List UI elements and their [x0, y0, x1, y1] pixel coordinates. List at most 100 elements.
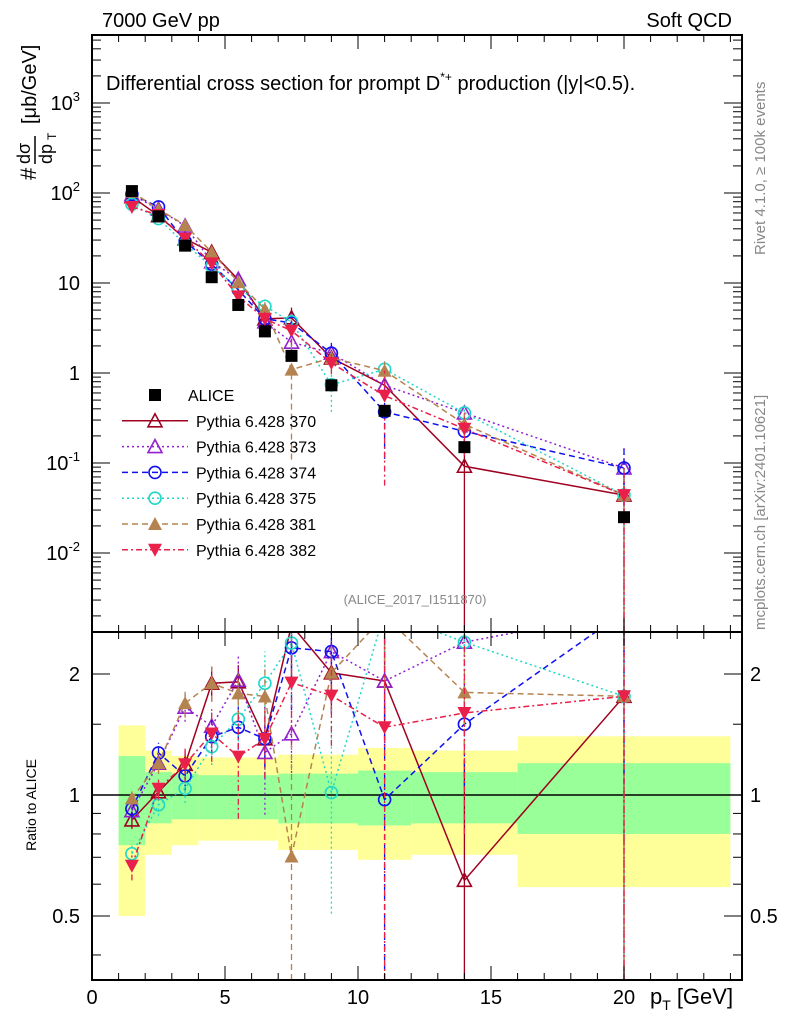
header-category: Soft QCD	[646, 10, 732, 32]
ylabel-hash: #	[16, 167, 41, 180]
series-382-point	[377, 389, 392, 403]
band-stat	[251, 775, 279, 820]
band-stat	[225, 775, 252, 820]
mcplots-label: mcplots.cern.ch [arXiv:2401.10621]	[752, 395, 769, 630]
series-381-ratio-point	[124, 791, 139, 805]
legend-label-374: Pythia 6.428 374	[196, 465, 316, 482]
xlabel-sub: T	[662, 997, 671, 1013]
xlabel-main: p	[650, 984, 662, 1009]
series-370-ratio-point	[123, 811, 141, 827]
alice-data-point	[258, 325, 271, 338]
alice-data-point	[205, 271, 218, 284]
x-tick-label: 5	[219, 987, 230, 1009]
legend-marker-374	[148, 465, 162, 480]
series-373-ratio-point	[229, 671, 247, 688]
ratio-tick-label-right: 0.5	[750, 906, 778, 928]
series-375-ratio-line	[131, 632, 625, 855]
series-382-ratio-point	[617, 690, 631, 704]
alice-data-point	[285, 349, 298, 362]
analysis-tag: (ALICE_2017_I1511870)	[344, 592, 487, 607]
y-tick-exponent: 3	[73, 89, 80, 104]
x-tick-label: 0	[86, 987, 97, 1009]
series-382-point	[204, 257, 219, 271]
legend-label-373: Pythia 6.428 373	[196, 440, 316, 457]
series-381-point	[377, 363, 392, 377]
series-381-point	[231, 275, 246, 289]
title-pre: Differential cross section for prompt D	[106, 73, 440, 95]
series-370-point	[456, 457, 473, 474]
legend-marker-382	[148, 543, 162, 557]
series-381-ratio-point	[284, 849, 299, 863]
y-tick-base: 10	[51, 93, 73, 115]
series-375-ratio-point	[324, 785, 339, 800]
series-382-point	[324, 357, 339, 371]
alice-data-point	[179, 239, 192, 252]
y-tick-label: 1	[69, 363, 80, 385]
y-tick-base: 10	[46, 453, 68, 475]
series-381-line	[131, 191, 625, 496]
y-tick-label: 10-2	[46, 539, 80, 565]
y-tick-exponent: -2	[68, 539, 80, 554]
y-tick-base: 10	[46, 543, 68, 565]
x-tick-label: 20	[613, 987, 635, 1009]
legend: ALICE Pythia 6.428 370 Pythia 6.428 373 Pyt…	[122, 388, 316, 560]
series-382-point	[124, 200, 139, 214]
ylabel-unit: [μb/GeV]	[19, 45, 41, 124]
series-382-ratio-point	[377, 721, 392, 735]
main-panel-frame	[91, 34, 743, 633]
series-381-point	[257, 302, 272, 316]
header-energy: 7000 GeV pp	[102, 10, 220, 32]
ratio-tick-label-left: 0.5	[52, 906, 80, 928]
y-tick-base: 1	[69, 363, 80, 385]
ratio-tick-label-right: 2	[750, 664, 761, 686]
series-382-ratio-point	[178, 758, 193, 772]
series-382-point	[617, 489, 631, 503]
series-381-ratio-point	[231, 686, 246, 700]
legend-marker-381	[148, 517, 162, 530]
series-370-ratio-point	[456, 871, 473, 888]
ratio-y-label: Ratio to ALICE	[23, 759, 39, 851]
main-panel-series	[123, 184, 633, 632]
alice-data-point	[125, 185, 138, 198]
y-tick-label: 10-1	[46, 449, 80, 475]
series-382-line	[131, 206, 625, 496]
legend-marker-370	[146, 412, 164, 428]
y-tick-exponent: -1	[68, 449, 80, 464]
legend-marker-373	[146, 437, 164, 454]
series-382-ratio-point	[284, 676, 299, 690]
y-tick-exponent: 2	[73, 179, 80, 194]
legend-marker-375	[148, 491, 162, 506]
legend-label-alice: ALICE	[188, 388, 234, 405]
legend-label-370: Pythia 6.428 370	[196, 414, 316, 431]
y-tick-label: 103	[51, 89, 80, 115]
ylabel-sub: T	[45, 132, 59, 140]
series-381-ratio-line	[131, 632, 625, 857]
alice-data-point	[458, 441, 471, 454]
legend-label-375: Pythia 6.428 375	[196, 491, 316, 508]
alice-data-point	[378, 404, 391, 417]
series-373-ratio-line	[131, 632, 523, 812]
series-382-point	[257, 312, 272, 326]
ylabel-num: dσ	[14, 143, 34, 164]
alice-data-point	[232, 298, 245, 311]
ratio-tick-label-left: 1	[69, 785, 80, 807]
series-382-point	[178, 232, 193, 246]
title-post: production (|y|<0.5).	[452, 73, 635, 95]
series-375-ratio-point	[258, 676, 272, 691]
ratio-panel-frame	[91, 631, 743, 981]
y-tick-base: 10	[58, 273, 80, 295]
series-382-point	[284, 324, 299, 338]
series-382-ratio-point	[324, 689, 339, 703]
ratio-tick-label-left: 2	[69, 664, 80, 686]
series-381-point	[204, 245, 219, 259]
y-tick-label: 10	[58, 273, 80, 295]
x-tick-label: 10	[347, 987, 369, 1009]
series-382-ratio-point	[124, 859, 139, 873]
series-381-ratio-point	[151, 756, 166, 770]
legend-label-381: Pythia 6.428 381	[196, 517, 316, 534]
y-tick-base: 10	[51, 183, 73, 205]
series-381-ratio-point	[178, 696, 193, 710]
series-382-ratio-point	[231, 750, 246, 764]
band-stat	[198, 775, 225, 820]
